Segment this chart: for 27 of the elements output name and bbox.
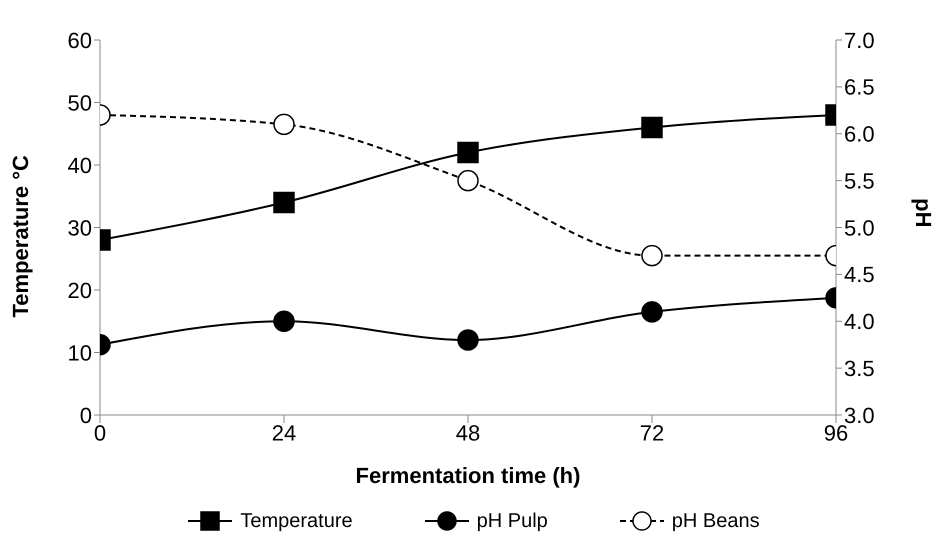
y-tick-label: 10 (68, 340, 92, 366)
y2-tick-label: 4.0 (844, 309, 875, 334)
y2-tick-label: 6.0 (844, 122, 875, 147)
y-tick-label: 40 (68, 152, 92, 178)
x-axis-title: Fermentation time (h) (356, 463, 580, 488)
point (457, 329, 479, 351)
y-tick-label: 0 (80, 402, 92, 428)
y2-tick-label: 7.0 (844, 28, 875, 53)
point (457, 170, 479, 192)
y2-tick-label: 5.0 (844, 215, 875, 240)
x-tick-label: 24 (272, 420, 296, 446)
legend-label: Temperature (240, 510, 353, 532)
y2-tick-label: 3.5 (844, 356, 875, 381)
x-tick-label: 72 (640, 420, 664, 446)
legend-label: pH Beans (672, 510, 760, 532)
y2-tick-label: 6.5 (844, 74, 875, 100)
y-tick-label: 60 (68, 28, 92, 53)
y-tick-label: 30 (68, 215, 92, 240)
x-tick-label: 48 (456, 420, 480, 446)
point (457, 142, 479, 164)
y-tick-label: 20 (68, 278, 92, 303)
y2-tick-label: 5.5 (844, 168, 875, 194)
legend-label: pH Pulp (476, 510, 548, 532)
y2-tick-label: 4.5 (844, 262, 875, 288)
y2-axis-title: pH (911, 198, 936, 228)
y-axis-title: Temperature °C (8, 154, 33, 318)
y-tick-label: 50 (68, 90, 92, 116)
